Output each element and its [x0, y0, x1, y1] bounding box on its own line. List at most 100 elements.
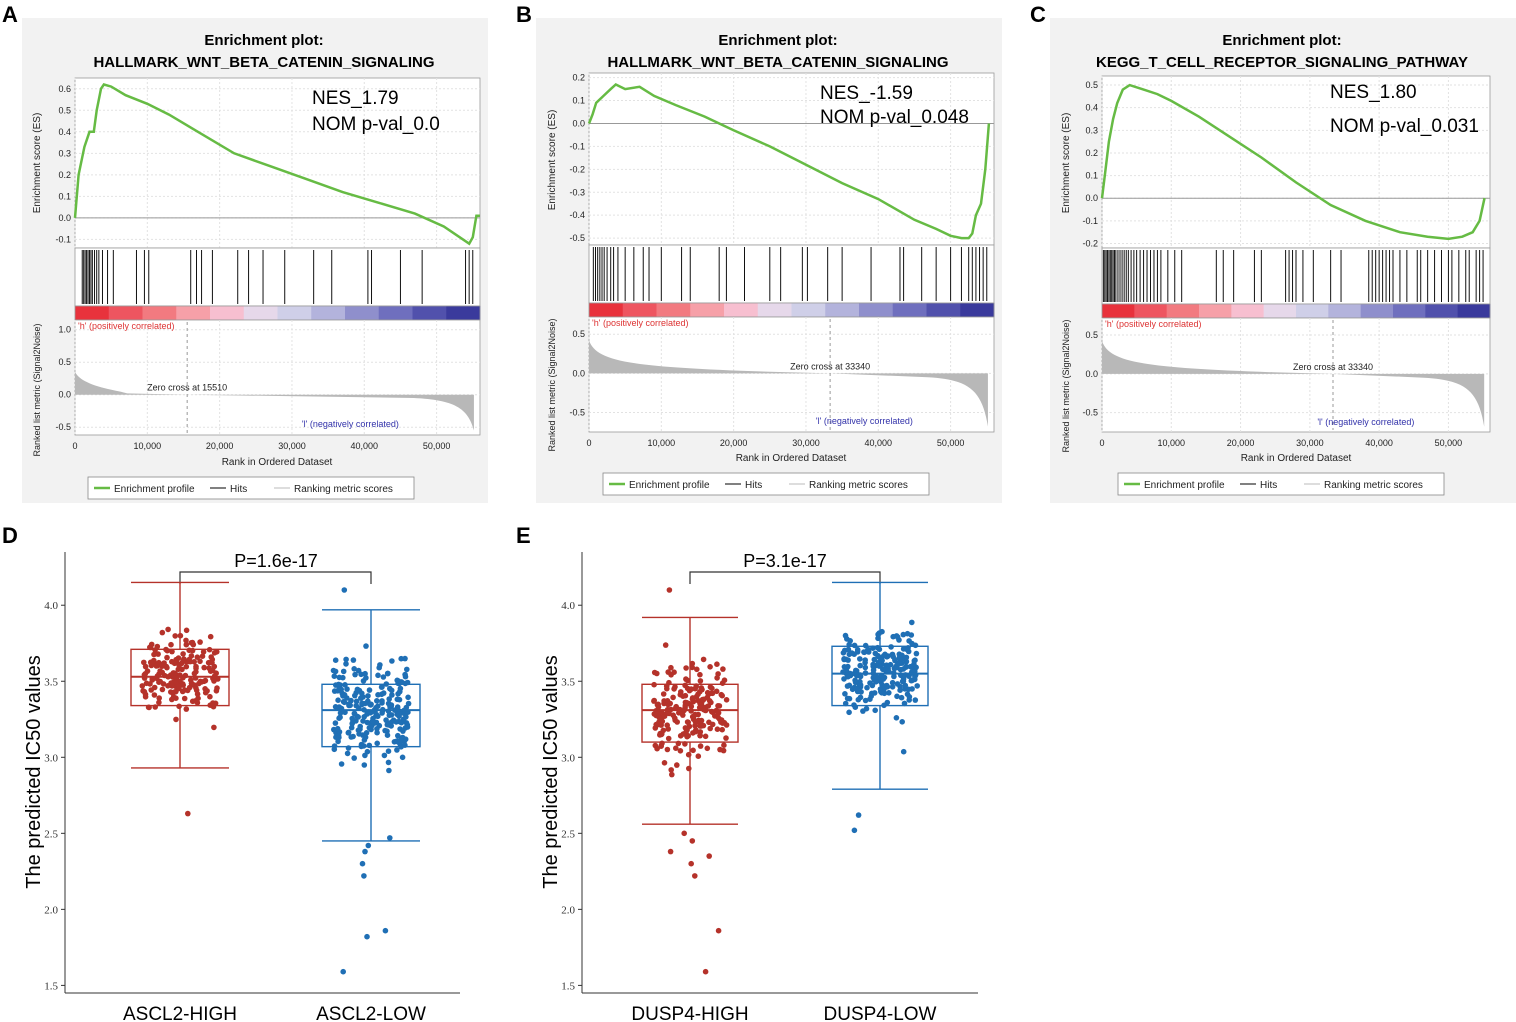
box-group-ascl2-low	[321, 587, 421, 975]
es-y-tick-label: 0.3	[1085, 125, 1098, 135]
data-point	[402, 725, 409, 731]
data-point	[870, 667, 877, 673]
y-tick-label: 2.5	[44, 828, 58, 840]
data-point	[689, 664, 695, 671]
outlier-point	[340, 968, 347, 975]
data-point	[375, 672, 381, 679]
data-point	[340, 698, 347, 705]
data-point	[714, 661, 720, 667]
data-point	[909, 640, 915, 647]
heatmap-segment	[1199, 304, 1232, 318]
data-point	[912, 697, 919, 703]
x-tick-label: 50,000	[1435, 438, 1463, 448]
data-point	[677, 748, 684, 754]
data-point	[683, 665, 689, 671]
data-point	[902, 682, 909, 689]
heatmap-segment	[1102, 304, 1135, 318]
heatmap-segment	[277, 306, 312, 320]
x-tick-label: 0	[72, 441, 77, 451]
data-point	[901, 700, 908, 707]
heatmap-segment	[1425, 304, 1459, 318]
data-point	[385, 748, 392, 754]
zero-cross-label: Zero cross at 15510	[147, 383, 227, 393]
data-point	[348, 724, 355, 731]
data-point	[204, 688, 210, 694]
data-point	[183, 663, 190, 670]
data-point	[172, 689, 178, 695]
data-point	[907, 663, 914, 670]
x-tick-label: 10,000	[1158, 438, 1186, 448]
outlier-point	[362, 848, 368, 855]
data-point	[165, 683, 171, 689]
data-point	[844, 673, 851, 680]
x-tick-label: 0	[586, 438, 591, 448]
nom-pval: NOM p-val_0.0	[312, 114, 440, 135]
heatmap-segment	[926, 303, 961, 317]
significance-bracket	[689, 571, 881, 584]
data-point	[380, 674, 387, 680]
zero-cross-label: Zero cross at 33340	[1293, 362, 1373, 372]
hit-lines	[81, 250, 474, 304]
data-point	[698, 717, 705, 724]
data-point	[186, 684, 193, 691]
heatmap-segment	[724, 303, 759, 317]
data-point	[354, 686, 361, 693]
data-point	[914, 683, 920, 689]
hit-lines	[592, 247, 988, 301]
data-point	[181, 656, 187, 662]
outlier-point	[185, 810, 191, 817]
data-point	[899, 719, 905, 725]
data-point	[723, 735, 729, 741]
heatmap-segment	[656, 303, 691, 317]
heatmap-segment	[345, 306, 380, 320]
data-point	[714, 726, 721, 732]
es-y-tick-label: 0.6	[58, 84, 71, 94]
data-point	[882, 651, 888, 658]
x-tick-label: 10,000	[648, 438, 676, 448]
box-group-dusp4-high	[641, 587, 739, 975]
data-point	[875, 659, 882, 666]
data-point	[654, 745, 660, 752]
heatmap-segment	[142, 306, 177, 320]
data-point	[709, 690, 716, 697]
data-point	[394, 747, 400, 753]
data-point	[655, 704, 662, 710]
data-point	[334, 725, 341, 732]
x-axis-label: Rank in Ordered Dataset	[736, 453, 847, 464]
data-point	[341, 692, 348, 698]
data-point	[381, 752, 388, 759]
p-value-label: P=3.1e-17	[743, 551, 827, 571]
es-y-tick-label: 0.0	[572, 118, 585, 128]
data-point	[388, 719, 395, 725]
es-y-tick-label: -0.1	[1082, 216, 1098, 226]
x-tick-label: 50,000	[937, 438, 965, 448]
es-y-tick-label: 0.1	[1085, 171, 1098, 181]
outlier-point	[667, 848, 674, 855]
data-point	[697, 743, 704, 749]
metric-y-ticks: 0.5 0.0 -0.5	[569, 329, 585, 417]
iqr-box	[321, 683, 421, 748]
data-point	[357, 726, 363, 732]
outlier-point	[361, 873, 367, 879]
data-point	[345, 729, 352, 736]
data-point	[349, 720, 356, 727]
data-point	[386, 696, 393, 702]
data-point	[201, 664, 207, 671]
data-point	[872, 707, 878, 714]
box-group-dusp4-low	[831, 581, 929, 834]
panel-label-b: B	[516, 2, 532, 27]
data-point	[157, 678, 163, 685]
data-point	[896, 660, 903, 667]
heatmap-segment	[859, 303, 894, 317]
data-point	[871, 690, 878, 696]
data-point	[151, 651, 157, 658]
data-point	[172, 633, 178, 639]
es-y-axis-label: Enrichment score (ES)	[1061, 113, 1072, 214]
x-tick-label: 40,000	[865, 438, 893, 448]
es-y-tick-label: 0.2	[1085, 148, 1098, 158]
data-point	[851, 642, 858, 649]
data-point	[892, 657, 898, 663]
x-tick-label: 50,000	[423, 441, 451, 451]
legend: Enrichment profile Hits Ranking metric s…	[1117, 472, 1445, 496]
